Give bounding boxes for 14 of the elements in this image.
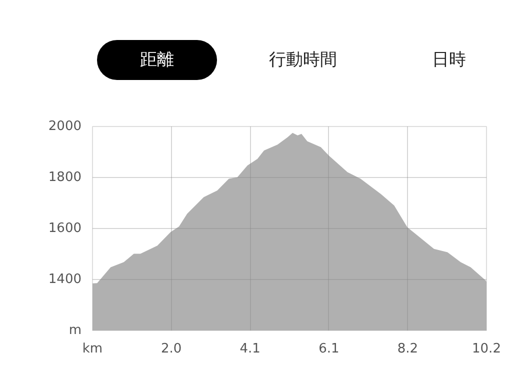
x-tick-label: km [82, 342, 103, 356]
x-tick-label: 6.1 [318, 342, 340, 356]
x-tick-label: 4.1 [240, 342, 260, 356]
y-tick-label: 1800 [48, 170, 82, 185]
text: 距離 [97, 40, 217, 80]
x-tick-label: 2.0 [160, 342, 182, 356]
x-tick-label: 8.2 [397, 342, 418, 356]
y-tick-label: 1400 [48, 272, 82, 287]
y-tick-label: 2000 [48, 119, 82, 134]
y-tick-label: m [68, 323, 82, 338]
text: 日時 [431, 49, 467, 72]
y-tick-label: 1600 [48, 221, 82, 236]
x-tick-label: 10.2 [472, 342, 501, 356]
text: 行動時間 [268, 49, 338, 72]
